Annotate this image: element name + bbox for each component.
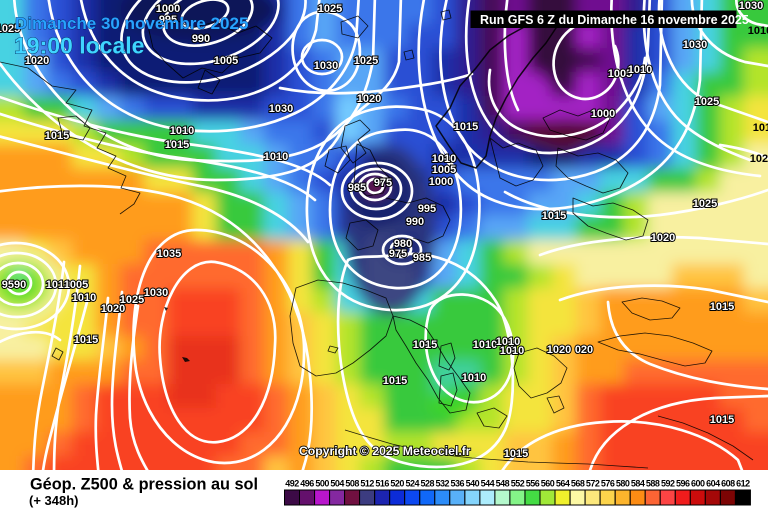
svg-text:500: 500: [315, 479, 329, 489]
svg-text:612: 612: [736, 479, 750, 489]
svg-text:1015: 1015: [413, 339, 437, 351]
svg-text:1020: 1020: [25, 55, 49, 67]
svg-text:572: 572: [586, 479, 600, 489]
svg-text:560: 560: [541, 479, 555, 489]
svg-text:19:00 locale: 19:00 locale: [14, 33, 144, 59]
svg-text:1015: 1015: [165, 139, 189, 151]
svg-text:608: 608: [721, 479, 735, 489]
svg-text:1010: 1010: [46, 279, 70, 291]
svg-text:1000: 1000: [156, 3, 180, 15]
svg-text:1020: 1020: [101, 303, 125, 315]
svg-text:520: 520: [390, 479, 404, 489]
svg-text:1005: 1005: [214, 55, 238, 67]
svg-text:1010: 1010: [264, 151, 288, 163]
svg-text:552: 552: [511, 479, 525, 489]
svg-text:1030: 1030: [144, 287, 168, 299]
svg-text:504: 504: [330, 479, 344, 489]
svg-text:995: 995: [418, 203, 436, 215]
svg-text:1000: 1000: [429, 176, 453, 188]
svg-text:508: 508: [345, 479, 359, 489]
svg-text:1025: 1025: [695, 96, 719, 108]
svg-text:532: 532: [436, 479, 450, 489]
svg-text:568: 568: [571, 479, 585, 489]
svg-text:1025: 1025: [693, 198, 717, 210]
svg-text:596: 596: [676, 479, 690, 489]
svg-text:604: 604: [706, 479, 720, 489]
svg-text:975: 975: [389, 248, 407, 260]
svg-text:584: 584: [631, 479, 645, 489]
svg-text:995: 995: [159, 14, 177, 26]
svg-text:540: 540: [466, 479, 480, 489]
svg-text:1015: 1015: [45, 130, 69, 142]
svg-text:1015: 1015: [383, 375, 407, 387]
svg-text:516: 516: [375, 479, 389, 489]
svg-text:Run GFS 6 Z du Dimanche 16 nov: Run GFS 6 Z du Dimanche 16 novembre 2025: [480, 13, 749, 27]
svg-text:536: 536: [451, 479, 465, 489]
svg-text:Géop. Z500 & pression au sol: Géop. Z500 & pression au sol: [30, 476, 258, 494]
svg-text:9590: 9590: [2, 279, 26, 291]
svg-text:556: 556: [526, 479, 540, 489]
svg-text:1010: 1010: [432, 153, 456, 165]
svg-text:1030: 1030: [269, 103, 293, 115]
svg-text:1025: 1025: [120, 294, 144, 306]
svg-text:1025: 1025: [354, 55, 378, 67]
svg-text:1015: 1015: [710, 301, 734, 313]
svg-text:Copyright © 2025 Meteociel.fr: Copyright © 2025 Meteociel.fr: [299, 444, 471, 458]
svg-text:600: 600: [691, 479, 705, 489]
svg-text:(+ 348h): (+ 348h): [29, 493, 79, 508]
svg-text:524: 524: [406, 479, 420, 489]
svg-text:1020: 1020: [357, 93, 381, 105]
svg-text:1010: 1010: [496, 336, 520, 348]
svg-text:990: 990: [192, 33, 210, 45]
svg-text:1020: 1020: [750, 153, 768, 165]
svg-text:1030: 1030: [314, 60, 338, 72]
svg-text:1000: 1000: [591, 108, 615, 120]
svg-text:1010: 1010: [462, 372, 486, 384]
svg-text:492: 492: [285, 479, 299, 489]
svg-text:985: 985: [348, 182, 366, 194]
svg-text:Dimanche 30 novembre 2025: Dimanche 30 novembre 2025: [15, 14, 248, 33]
svg-text:990: 990: [406, 216, 424, 228]
svg-text:580: 580: [616, 479, 630, 489]
svg-text:1015: 1015: [542, 210, 566, 222]
svg-text:1010: 1010: [170, 125, 194, 137]
svg-text:980: 980: [394, 238, 412, 250]
svg-text:985: 985: [413, 252, 431, 264]
svg-text:1030: 1030: [739, 0, 763, 12]
svg-text:1005: 1005: [432, 164, 456, 176]
svg-text:1015: 1015: [454, 121, 478, 133]
svg-text:528: 528: [421, 479, 435, 489]
svg-text:1030: 1030: [683, 39, 707, 51]
svg-text:496: 496: [300, 479, 314, 489]
svg-text:975: 975: [374, 177, 392, 189]
svg-text:1020: 1020: [547, 344, 571, 356]
svg-text:564: 564: [556, 479, 570, 489]
svg-text:544: 544: [481, 479, 495, 489]
svg-text:592: 592: [661, 479, 675, 489]
svg-text:1015: 1015: [74, 334, 98, 346]
svg-text:1025: 1025: [318, 3, 342, 15]
svg-text:1015: 1015: [504, 448, 528, 460]
svg-text:1015: 1015: [753, 122, 768, 134]
svg-text:1010: 1010: [473, 339, 497, 351]
svg-text:1010: 1010: [748, 25, 768, 37]
svg-text:1010: 1010: [628, 64, 652, 76]
svg-text:1005: 1005: [64, 279, 88, 291]
svg-text:1035: 1035: [157, 248, 181, 260]
svg-text:1010: 1010: [500, 345, 524, 357]
svg-text:548: 548: [496, 479, 510, 489]
svg-text:1015: 1015: [710, 414, 734, 426]
svg-text:020: 020: [575, 344, 593, 356]
svg-text:588: 588: [646, 479, 660, 489]
svg-text:576: 576: [601, 479, 615, 489]
svg-text:1020: 1020: [651, 232, 675, 244]
svg-text:1025: 1025: [0, 23, 20, 35]
svg-text:512: 512: [360, 479, 374, 489]
svg-text:1005: 1005: [608, 68, 632, 80]
svg-text:1010: 1010: [72, 292, 96, 304]
